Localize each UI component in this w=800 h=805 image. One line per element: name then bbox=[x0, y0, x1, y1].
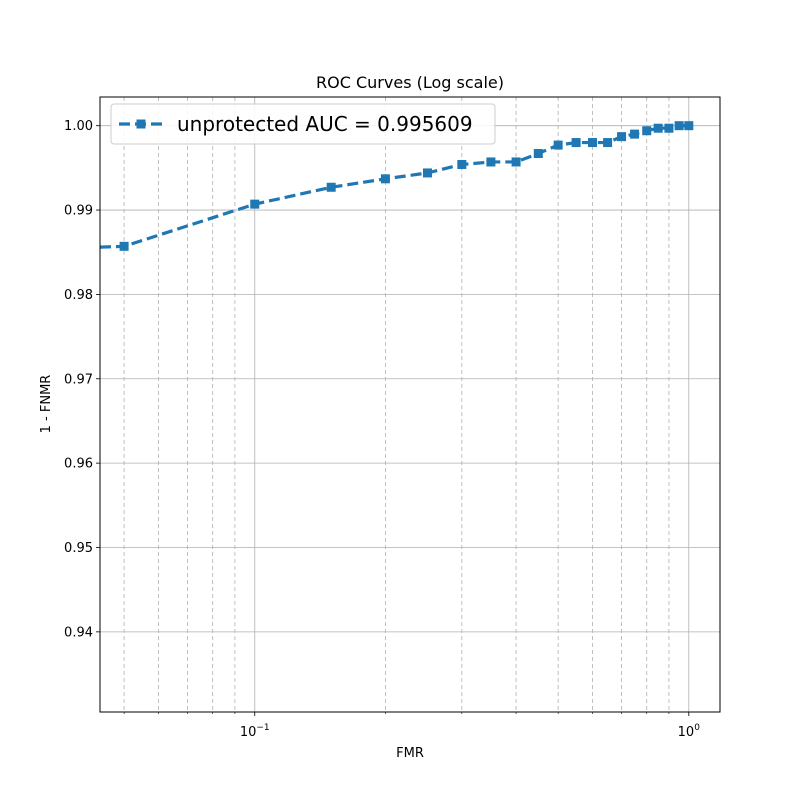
data-point-marker bbox=[457, 159, 467, 169]
data-point-marker bbox=[630, 129, 640, 139]
data-point-marker bbox=[674, 121, 684, 131]
data-point-marker bbox=[588, 138, 598, 148]
data-point-marker bbox=[553, 140, 563, 150]
x-tick-exponent: 0 bbox=[694, 723, 700, 733]
y-tick-label: 0.96 bbox=[64, 457, 93, 472]
data-point-marker bbox=[486, 157, 496, 167]
data-point-marker bbox=[511, 157, 521, 167]
data-point-marker bbox=[380, 174, 390, 184]
y-tick-label: 0.98 bbox=[64, 288, 93, 303]
legend-box bbox=[110, 103, 496, 145]
grid-layer bbox=[100, 97, 720, 712]
data-point-marker bbox=[653, 123, 663, 133]
legend: unprotected AUC = 0.995609 bbox=[110, 103, 496, 145]
chart-title: ROC Curves (Log scale) bbox=[316, 73, 504, 92]
y-ticks: 0.94 0.95 0.96 0.97 0.98 0.99 1.00 bbox=[64, 119, 100, 640]
data-point-marker bbox=[603, 138, 613, 148]
legend-marker-swatch bbox=[136, 119, 146, 129]
y-tick-label: 1.00 bbox=[64, 119, 93, 134]
data-point-marker bbox=[664, 123, 674, 133]
data-point-marker bbox=[250, 199, 260, 209]
data-point-marker bbox=[684, 121, 694, 131]
data-point-marker bbox=[422, 168, 432, 178]
y-tick-label: 0.99 bbox=[64, 204, 93, 219]
x-tick-base: 10 bbox=[240, 725, 257, 740]
data-point-marker bbox=[642, 126, 652, 136]
data-point-marker bbox=[326, 182, 336, 192]
data-point-marker bbox=[571, 138, 581, 148]
plot-frame bbox=[99, 96, 721, 713]
y-tick-label: 0.97 bbox=[64, 372, 93, 387]
data-point-marker bbox=[617, 132, 627, 142]
x-tick-exponent: −1 bbox=[256, 723, 269, 733]
series-layer bbox=[99, 121, 694, 251]
x-axis-label: FMR bbox=[396, 746, 424, 761]
x-tick-label: 100 bbox=[678, 723, 701, 740]
x-tick-label: 10−1 bbox=[240, 723, 270, 740]
data-point-marker bbox=[119, 241, 129, 251]
y-tick-label: 0.94 bbox=[64, 625, 93, 640]
data-point-marker bbox=[533, 149, 543, 159]
y-axis-label: 1 - FNMR bbox=[39, 375, 54, 434]
x-tick-base: 10 bbox=[678, 725, 695, 740]
x-ticks: 10−1 100 bbox=[123, 712, 701, 740]
legend-label: unprotected AUC = 0.995609 bbox=[177, 112, 473, 136]
y-tick-label: 0.95 bbox=[64, 541, 93, 556]
